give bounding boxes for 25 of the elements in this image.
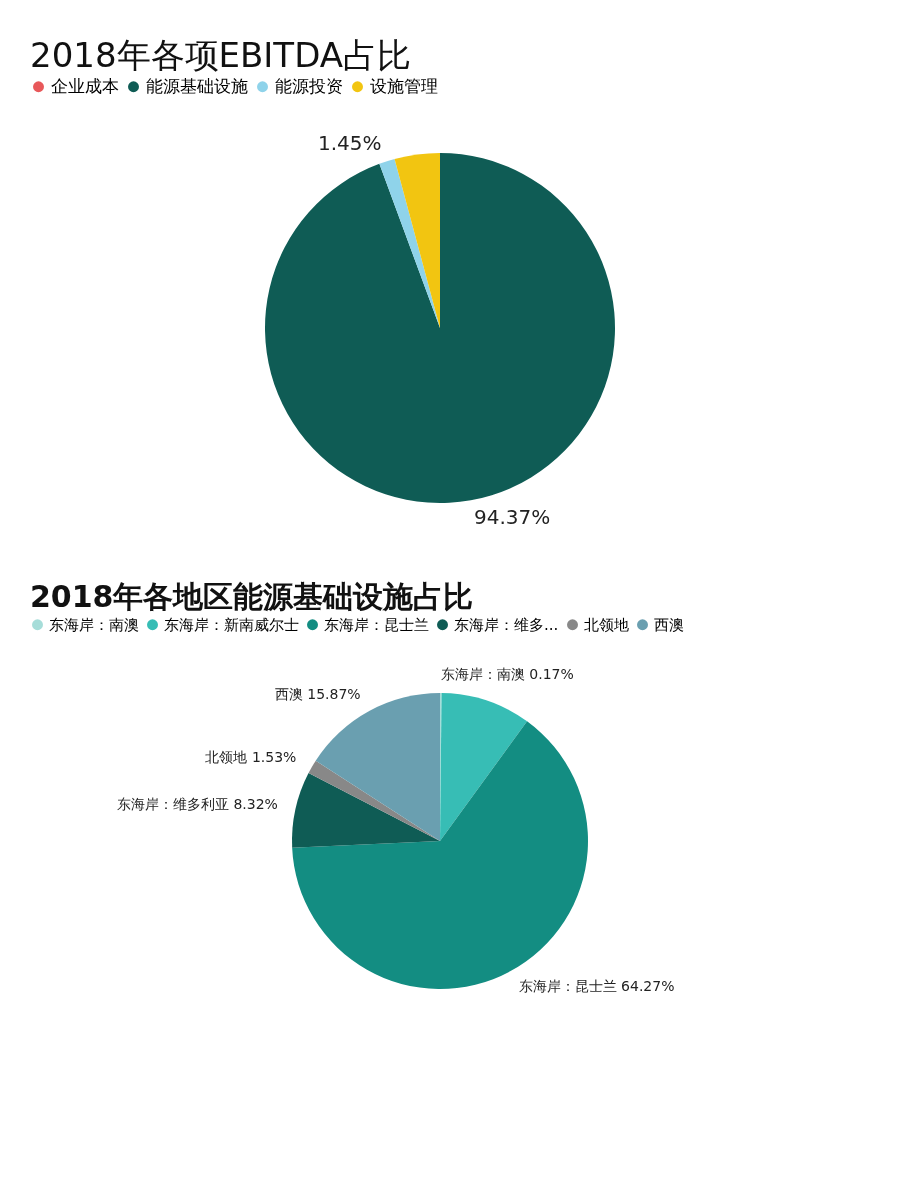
data-label: 西澳 15.87% <box>274 686 361 703</box>
data-label: 1.45% <box>317 131 382 156</box>
chart-title: 2018年各项EBITDA占比 <box>30 35 411 75</box>
data-label: 北领地 1.53% <box>205 748 297 765</box>
legend-label: 企业成本 <box>51 75 119 96</box>
legend-label: 西澳 <box>654 615 684 634</box>
legend-label: 东海岸：南澳 <box>49 615 139 634</box>
legend-label: 设施管理 <box>370 75 438 96</box>
data-label: 东海岸：南澳 0.17% <box>440 666 574 682</box>
legend-label: 东海岸：新南威尔士 <box>164 615 299 634</box>
pie-slice <box>265 153 615 503</box>
legend-label: 能源基础设施 <box>146 75 248 96</box>
pie-slice <box>379 159 440 328</box>
pie-slice <box>440 693 528 841</box>
pie-slice <box>292 772 440 848</box>
chart-title: 2018年各地区能源基础设施占比 <box>30 579 474 614</box>
legend-label: 东海岸：维多... <box>454 615 559 634</box>
data-label: 94.37% <box>473 504 551 529</box>
pie-slice <box>308 760 440 841</box>
legend-label: 北领地 <box>584 615 629 634</box>
legend-label: 能源投资 <box>275 75 343 96</box>
data-label: 东海岸：维多利亚 8.32% <box>116 796 278 813</box>
pie-slice <box>394 153 440 328</box>
legend-label: 东海岸：昆士兰 <box>324 615 429 634</box>
data-label: 东海岸：昆士兰 64.27% <box>518 978 675 995</box>
